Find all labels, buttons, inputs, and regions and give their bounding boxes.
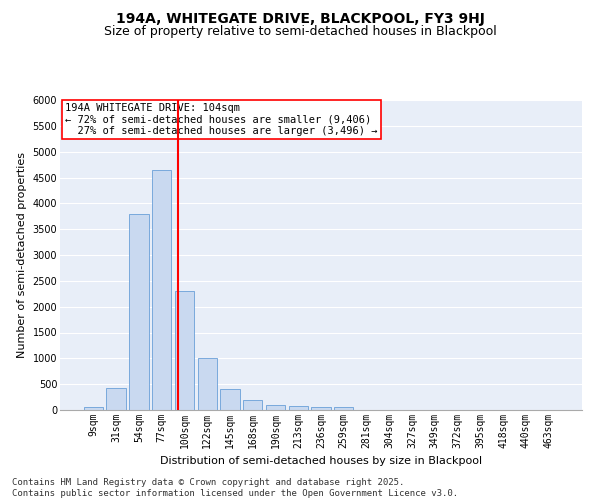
Bar <box>152 170 172 410</box>
Bar <box>197 358 217 410</box>
Text: Contains HM Land Registry data © Crown copyright and database right 2025.
Contai: Contains HM Land Registry data © Crown c… <box>12 478 458 498</box>
Bar <box>289 406 308 410</box>
Text: 194A, WHITEGATE DRIVE, BLACKPOOL, FY3 9HJ: 194A, WHITEGATE DRIVE, BLACKPOOL, FY3 9H… <box>116 12 484 26</box>
Text: 194A WHITEGATE DRIVE: 104sqm
← 72% of semi-detached houses are smaller (9,406)
 : 194A WHITEGATE DRIVE: 104sqm ← 72% of se… <box>65 103 378 136</box>
Bar <box>311 406 331 410</box>
Bar <box>220 390 239 410</box>
Bar <box>243 400 262 410</box>
Bar <box>84 408 103 410</box>
Bar <box>106 388 126 410</box>
Bar <box>129 214 149 410</box>
Y-axis label: Number of semi-detached properties: Number of semi-detached properties <box>17 152 27 358</box>
Bar <box>175 291 194 410</box>
Text: Size of property relative to semi-detached houses in Blackpool: Size of property relative to semi-detach… <box>104 25 496 38</box>
Bar <box>334 408 353 410</box>
Bar <box>266 405 285 410</box>
X-axis label: Distribution of semi-detached houses by size in Blackpool: Distribution of semi-detached houses by … <box>160 456 482 466</box>
